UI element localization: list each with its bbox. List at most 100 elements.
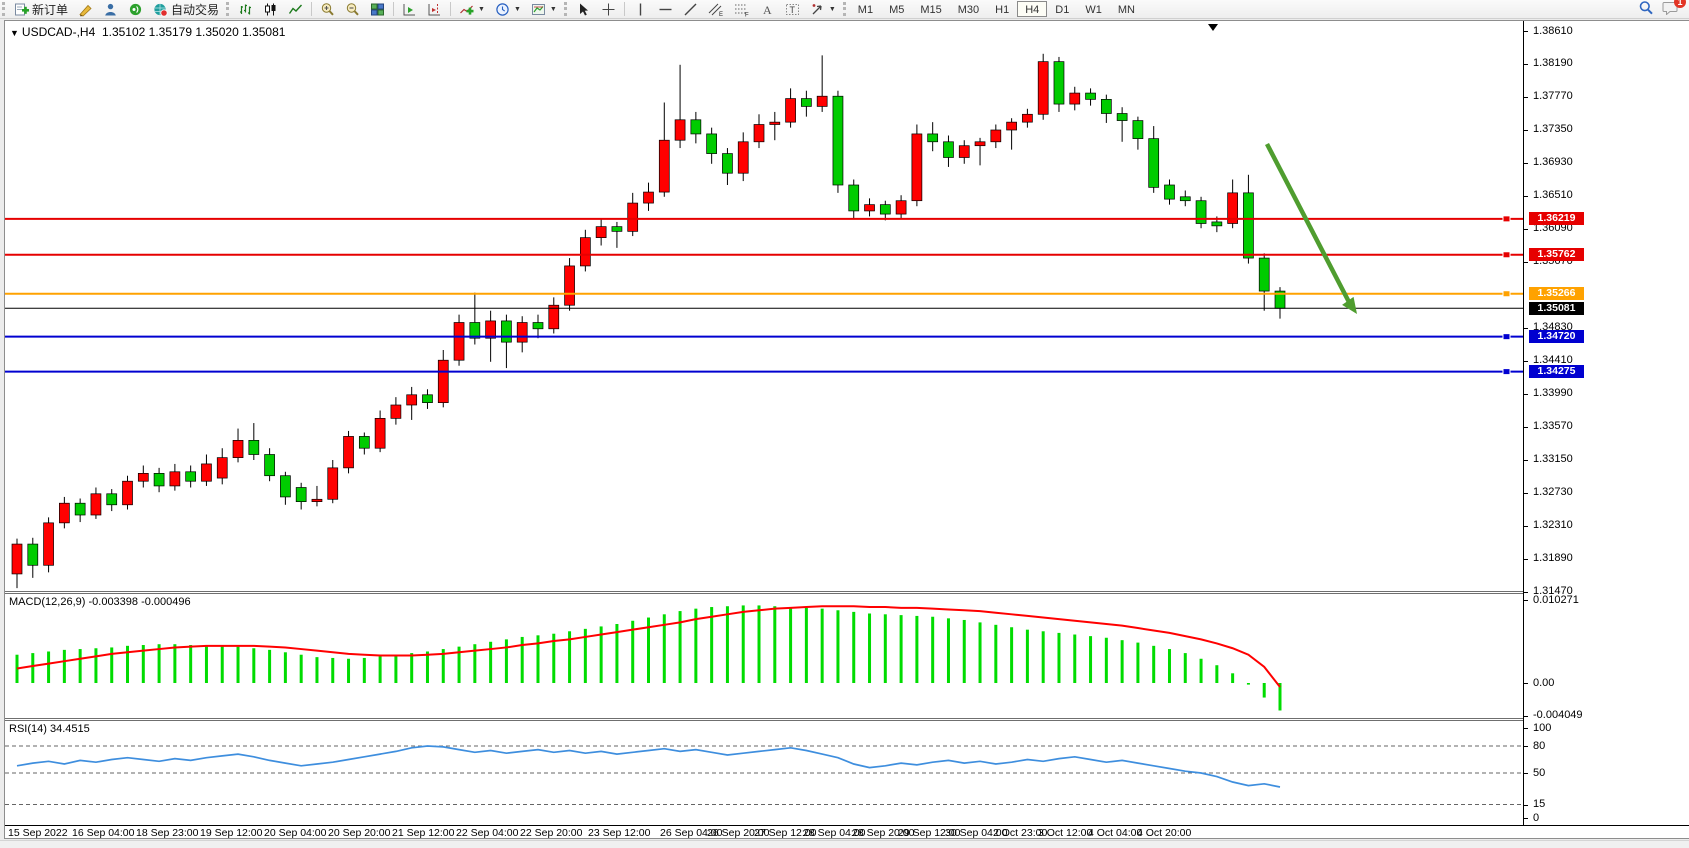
ohlc-values: 1.35102 1.35179 1.35020 1.35081 [101,25,286,39]
level-marker [1502,290,1511,298]
timeframe-m5[interactable]: M5 [889,4,905,16]
candle-body [911,133,923,202]
fibonacci-tool-button[interactable]: F [729,1,755,18]
templates-button[interactable]: ▼ [526,1,562,18]
pane-splitter[interactable] [5,718,1689,721]
timeframe-h1[interactable]: H1 [995,4,1010,16]
candle-body [374,418,386,449]
timeframe-d1[interactable]: D1 [1055,4,1070,16]
toolbar-grip[interactable] [842,2,848,16]
indicators-button[interactable]: ▼ [454,1,490,18]
candle-body [753,124,765,143]
macd-histogram-bar [899,615,903,683]
candle-body [201,463,212,482]
candle-body [248,440,260,455]
macd-histogram-bar [347,658,351,683]
macd-histogram-bar [173,644,177,683]
pane-splitter[interactable] [5,591,1689,594]
zoom-in-button[interactable] [315,1,340,18]
new-order-button[interactable]: 新订单 [9,1,73,18]
time-axis[interactable]: 15 Sep 2022 16 Sep 04:00 18 Sep 23:00 19 Se… [5,825,1689,839]
toolbar-grip[interactable] [2,2,7,16]
price-level-badge[interactable]: 1.34720 [1529,330,1584,344]
macd-histogram-bar [568,631,572,683]
candles-chart-button[interactable] [258,1,283,18]
svg-text:A: A [763,3,772,17]
axis-tick [1524,327,1528,329]
navigator-button[interactable] [98,1,123,18]
hline-tool-button[interactable] [653,1,678,18]
axis-tick [1524,195,1528,197]
candle-body [358,436,370,449]
macd-label: MACD(12,26,9) -0.003398 -0.000496 [9,596,191,608]
rsi-pane[interactable]: RSI(14) 34.4515 [5,721,1523,825]
time-tick-label: 20 Sep 04:00 [264,827,327,839]
price-level-badge[interactable]: 1.35762 [1529,248,1584,262]
macd-histogram-bar [1025,629,1029,683]
timeframe-mn[interactable]: MN [1117,4,1135,16]
timeframe-m1[interactable]: M1 [857,4,874,16]
toolbar-grip[interactable] [226,2,231,16]
autotrading-label: 自动交易 [171,2,220,17]
candle-body [848,184,860,212]
candle-body [1037,61,1049,115]
macd-pane[interactable]: MACD(12,26,9) -0.003398 -0.000496 [5,594,1523,718]
candle-body [453,322,465,361]
text-tool-button[interactable]: A [755,1,780,18]
macd-histogram-bar [583,628,587,683]
timeframe-m30[interactable]: M30 [957,4,980,16]
status-bar [0,840,1689,848]
macd-histogram-bar [994,624,998,683]
axis-tick [1524,818,1528,819]
bars-chart-button[interactable] [233,1,258,18]
price-level-badge[interactable]: 1.35081 [1529,301,1584,315]
trendline-tool-button[interactable] [678,1,703,18]
macd-histogram-bar [362,657,366,683]
level-marker [1502,368,1511,376]
price-tick-label: 1.32310 [1533,519,1573,532]
axis-tick [1524,600,1528,601]
dropdown-caret: ▼ [828,5,836,13]
cursor-button[interactable] [571,1,596,18]
rsi-chart [5,745,1523,805]
text-label-tool-button[interactable]: T [780,1,805,18]
macd-histogram-bar [1199,658,1203,683]
candle-body [722,153,733,174]
chart-dropdown-caret[interactable]: ▼ [10,28,19,38]
candle-body [1227,192,1238,224]
price-axis[interactable]: 1.38610 1.38190 1.37770 1.37350 1.36930 1.365… [1523,21,1689,825]
macd-histogram-bar [789,607,793,683]
chart-shift-button[interactable] [422,1,447,18]
macd-histogram-bar [1010,627,1014,683]
price-level-badge[interactable]: 1.36219 [1529,212,1584,226]
candle-body [1022,113,1033,123]
autotrading-button[interactable]: 自动交易 [148,1,224,18]
price-level-badge[interactable]: 1.35266 [1529,287,1584,301]
periods-button[interactable]: ▼ [490,1,526,18]
search-icon[interactable] [1638,0,1654,19]
notifications-button[interactable]: 1 [1662,0,1686,18]
auto-scroll-button[interactable] [397,1,422,18]
zoom-out-button[interactable] [340,1,365,18]
arrows-tool-button[interactable]: ▼ [805,1,841,18]
tile-windows-button[interactable] [365,1,390,18]
new-order-label: 新订单 [32,2,69,17]
crosshair-button[interactable] [596,1,621,18]
time-tick-label: 3 Oct 12:00 [1038,827,1093,839]
vertical-line-icon [633,2,648,17]
candle-body [1085,92,1096,100]
market-watch-button[interactable] [73,1,98,18]
axis-tick [1524,261,1528,263]
channel-tool-button[interactable]: E [703,1,729,18]
price-level-badge[interactable]: 1.34275 [1529,365,1584,379]
toolbar-grip[interactable] [563,2,569,16]
timeframe-h4[interactable]: H4 [1017,1,1048,17]
vline-tool-button[interactable] [628,1,653,18]
alerts-button[interactable] [123,1,148,18]
price-chart-pane[interactable]: ▼ USDCAD-,H4 1.35102 1.35179 1.35020 1.35… [5,21,1523,591]
line-chart-button[interactable] [283,1,308,18]
macd-histogram-bar [283,652,287,683]
timeframe-m15[interactable]: M15 [920,4,942,16]
candle-body [1100,99,1112,114]
timeframe-w1[interactable]: W1 [1085,4,1102,16]
